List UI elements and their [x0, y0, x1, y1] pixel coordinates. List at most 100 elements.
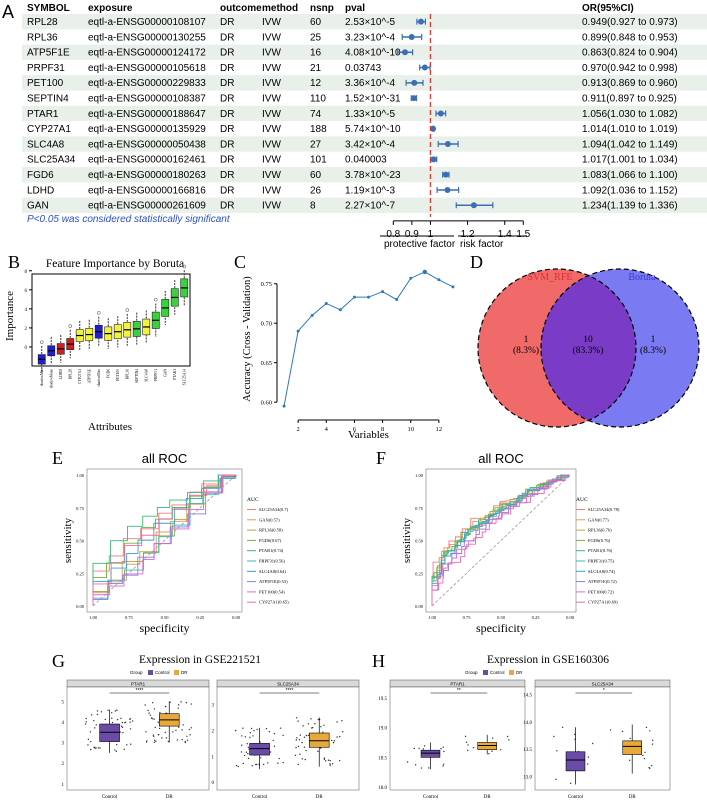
box-y-tick-label: 1 [212, 755, 215, 760]
box-jitter-point [116, 743, 118, 746]
roc-y-tick-label: 0.25 [76, 571, 85, 576]
box-jitter-point [235, 764, 238, 767]
box-jitter-point [332, 741, 335, 744]
roc-curve [431, 474, 571, 606]
box-legend-label: Control [155, 670, 170, 675]
row-nsnp: 26 [310, 185, 322, 196]
header-exposure: exposure [88, 3, 133, 14]
roc-title: all ROC [478, 451, 524, 466]
roc-legend-label: PTAR1(0.76) [588, 548, 613, 553]
box-jitter-point [252, 735, 254, 737]
box-y-tick-label: 13.0 [523, 775, 532, 780]
chart-c-point [310, 313, 314, 317]
roc-legend-label: SLC25A34(0.7) [259, 507, 289, 512]
box-legend-swatch [148, 670, 153, 675]
box-jitter-point [269, 751, 272, 753]
box-jitter-point [651, 743, 654, 745]
roc-x-tick-label: 0.00 [232, 615, 241, 620]
roc-curve [431, 474, 570, 606]
box-jitter-point [282, 734, 284, 737]
row-exposure: eqtl-a-ENSG00000162461 [88, 155, 206, 166]
box-y-tick-label: 18.5 [378, 756, 387, 761]
chart-b-y-tick-label: 8 [25, 270, 28, 275]
box-x-tick-label: DR [484, 795, 492, 800]
row-exposure: eqtl-a-ENSG00000108107 [88, 17, 206, 28]
box-strip-gene: PTAR1 [450, 681, 465, 686]
forest-row-stripe [22, 14, 707, 30]
box-jitter-point [111, 721, 114, 724]
chart-b-xlabel: Attributes [88, 421, 132, 433]
box-rect [249, 743, 270, 756]
box-jitter-point [643, 757, 646, 760]
row-pval: 0.040003 [345, 155, 387, 166]
or-point [417, 18, 424, 25]
chart-c-point [324, 301, 328, 305]
box-y-tick-label: 3 [212, 704, 215, 709]
box-jitter-point [278, 757, 280, 760]
sig-stars: * [603, 688, 605, 694]
box-jitter-point [295, 717, 298, 719]
or-point [410, 95, 417, 102]
row-pval: 2.53×10^-5 [345, 17, 395, 28]
box-jitter-point [181, 729, 183, 731]
box-jitter-point [176, 739, 179, 741]
roc-legend-label: RPL36(0.76) [588, 528, 612, 533]
row-or-ci: 1.094(1.042 to 1.149) [582, 139, 678, 150]
row-or-ci: 1.234(1.139 to 1.336) [582, 201, 678, 212]
box-rect [99, 723, 120, 742]
chart-b-x-tick-label: shadowMax [97, 369, 101, 387]
box-jitter-point [107, 709, 109, 711]
box-jitter-point [319, 747, 322, 749]
roc-curve [431, 474, 570, 606]
row-or-ci: 0.899(0.848 to 0.953) [582, 32, 678, 43]
venn-count-both: 10 [583, 335, 593, 345]
row-symbol: CYP27A1 [27, 124, 71, 135]
box-strip-gene: PTAR1 [131, 681, 146, 686]
box-jitter-point [279, 727, 282, 729]
box-jitter-point [327, 759, 330, 761]
box-jitter-point [295, 746, 297, 749]
row-nsnp: 8 [310, 201, 316, 212]
chart-c-x-tick-label: 6 [353, 426, 357, 433]
row-pval: 3.36×10^-4 [345, 78, 395, 89]
or-point [430, 156, 437, 163]
box-jitter-point [99, 747, 101, 749]
box-jitter-point [164, 705, 167, 708]
roc-curve [431, 474, 570, 606]
roc-ylabel: sensitivity [401, 517, 413, 563]
row-symbol: PTAR1 [27, 109, 59, 120]
box-jitter-point [116, 709, 118, 711]
box-jitter-point [277, 762, 279, 764]
chart-c-y-tick-label: 0.70 [261, 321, 272, 328]
box-jitter-point [329, 763, 331, 765]
box-jitter-point [96, 713, 99, 716]
roc-xlabel: specificity [140, 621, 190, 635]
box-jitter-point [442, 763, 445, 765]
box-jitter-point [324, 760, 327, 762]
row-exposure: eqtl-a-ENSG00000135929 [88, 124, 206, 135]
box-jitter-point [472, 746, 475, 749]
venn-pct-both: (83.3%) [573, 345, 604, 356]
row-exposure: eqtl-a-ENSG00000108387 [88, 94, 206, 105]
row-or-ci: 0.863(0.824 to 0.904) [582, 48, 678, 59]
box-jitter-point [93, 719, 95, 722]
row-outcome: DR [220, 32, 234, 43]
box-jitter-point [144, 704, 146, 706]
box-x-tick-label: Control [102, 795, 118, 800]
box-jitter-point [145, 731, 147, 733]
box-rect [565, 751, 586, 772]
row-pval: 4.08×10^-10 [345, 48, 401, 59]
box-jitter-point [282, 761, 284, 764]
roc-x-tick-label: 0.50 [497, 615, 506, 620]
box-jitter-point [189, 734, 191, 736]
chart-c-point [338, 308, 342, 312]
box-jitter-point [122, 731, 124, 734]
chart-b-frame [31, 273, 191, 367]
roc-legend-label: PRPF31(0.75) [588, 559, 614, 564]
chart-b-y-tick-label: 6 [25, 289, 28, 294]
box-jitter-point [90, 740, 92, 743]
box-jitter-point [488, 752, 490, 755]
row-exposure: eqtl-a-ENSG00000124172 [88, 48, 206, 59]
box-jitter-point [273, 745, 276, 747]
row-pval: 1.33×10^-5 [345, 109, 395, 120]
